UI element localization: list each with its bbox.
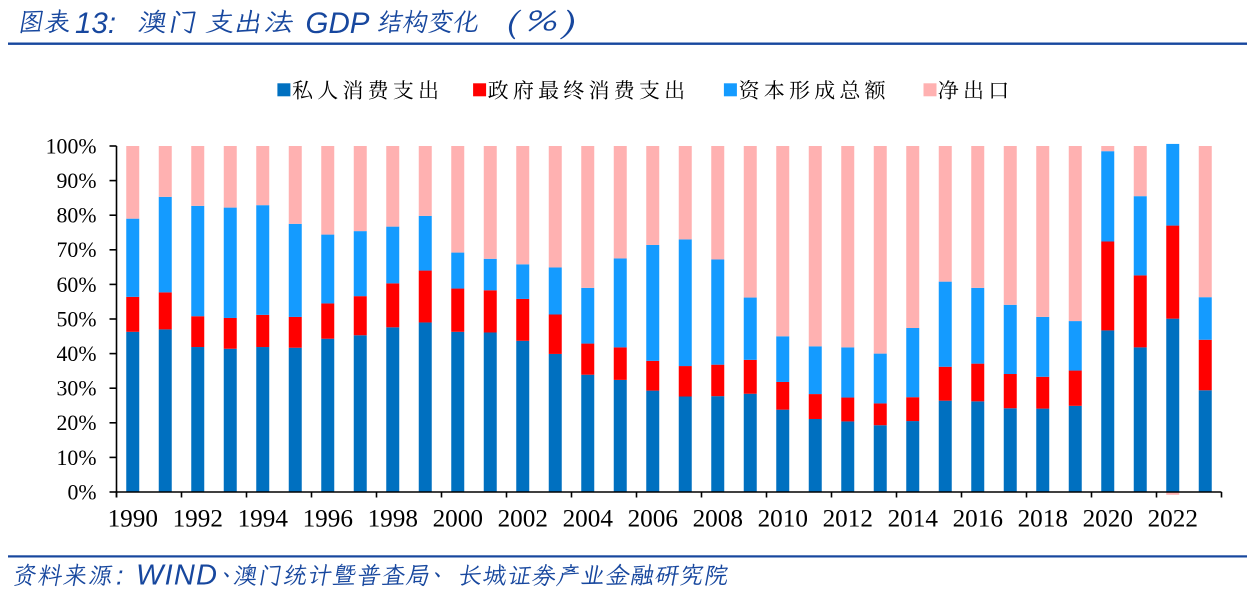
svg-text:2014: 2014 <box>888 506 939 533</box>
svg-text:1998: 1998 <box>368 506 418 533</box>
svg-text:1994: 1994 <box>238 506 289 533</box>
svg-text:80%: 80% <box>57 204 97 228</box>
svg-text:2012: 2012 <box>823 506 873 533</box>
svg-text:WIND: WIND <box>136 560 218 590</box>
svg-text:2022: 2022 <box>1148 506 1198 533</box>
svg-text:2006: 2006 <box>628 506 678 533</box>
svg-text:50%: 50% <box>57 307 97 331</box>
svg-text:100%: 100% <box>46 134 97 158</box>
svg-text:2008: 2008 <box>693 506 743 533</box>
svg-text:60%: 60% <box>57 273 97 297</box>
svg-text:0%: 0% <box>67 480 96 504</box>
svg-text::: : <box>116 561 124 590</box>
svg-text:90%: 90% <box>57 169 97 193</box>
svg-text:70%: 70% <box>57 238 97 262</box>
svg-text:40%: 40% <box>57 342 97 366</box>
svg-text:2000: 2000 <box>433 506 483 533</box>
svg-text:1990: 1990 <box>108 506 158 533</box>
svg-text:2016: 2016 <box>953 506 1003 533</box>
svg-text:2010: 2010 <box>758 506 808 533</box>
svg-text:1992: 1992 <box>173 506 223 533</box>
svg-text:2020: 2020 <box>1083 506 1133 533</box>
svg-text:1996: 1996 <box>303 506 353 533</box>
svg-text:GDP: GDP <box>306 7 370 40</box>
svg-text:2018: 2018 <box>1018 506 1068 533</box>
svg-text:2002: 2002 <box>498 506 548 533</box>
svg-text:10%: 10% <box>57 446 97 470</box>
svg-text:30%: 30% <box>57 377 97 401</box>
svg-text:13:: 13: <box>75 7 116 40</box>
svg-text:20%: 20% <box>57 411 97 435</box>
svg-text:2004: 2004 <box>563 506 614 533</box>
